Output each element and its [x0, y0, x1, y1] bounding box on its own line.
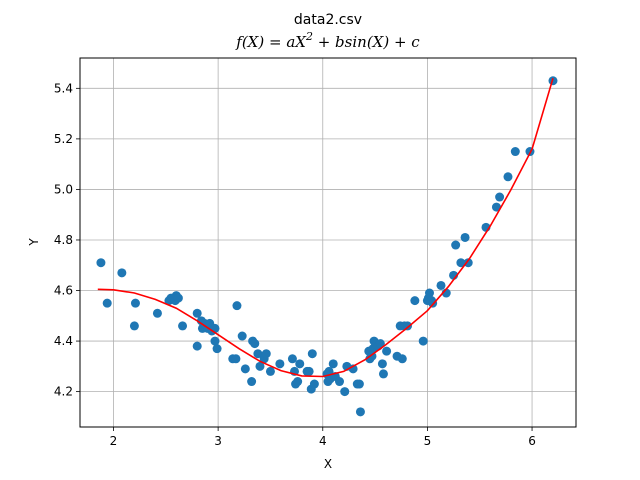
scatter-point — [335, 377, 345, 387]
chart-title: data2.csv — [294, 12, 362, 28]
scatter-point — [503, 172, 513, 182]
scatter-point — [418, 336, 428, 346]
scatter-point — [210, 323, 220, 333]
x-tick-label: 2 — [110, 434, 118, 448]
scatter-point — [354, 379, 364, 389]
x-tick-label: 3 — [214, 434, 222, 448]
x-tick-label: 5 — [424, 434, 432, 448]
scatter-point — [375, 339, 385, 349]
scatter-point — [255, 361, 265, 371]
x-tick-label: 4 — [319, 434, 327, 448]
scatter-point — [253, 349, 263, 359]
fit-curve-group — [97, 77, 554, 378]
scatter-point — [397, 354, 407, 364]
scatter-point — [232, 301, 242, 311]
x-axis-ticks: 2 3 4 5 6 — [110, 427, 536, 448]
scatter-points — [96, 76, 558, 417]
y-tick-label: 5.2 — [54, 132, 73, 146]
scatter-point — [403, 321, 413, 331]
scatter-point — [178, 321, 188, 331]
chart-equation: f(X) = aX2 + bsin(X) + c — [235, 30, 420, 51]
equation-part-2: + bsin(X) + c — [313, 33, 420, 51]
scatter-point — [240, 364, 250, 374]
scatter-point — [328, 359, 338, 369]
scatter-point — [456, 258, 466, 268]
equation-exponent: 2 — [305, 30, 313, 43]
scatter-point — [96, 258, 106, 268]
scatter-point — [491, 202, 501, 212]
plot-area-frame — [79, 57, 577, 428]
x-axis-label: X — [324, 457, 332, 471]
scatter-point — [231, 354, 241, 364]
scatter-point — [451, 240, 461, 250]
scatter-point — [309, 379, 319, 389]
y-tick-label: 5.4 — [54, 81, 73, 95]
scatter-point — [247, 377, 257, 387]
scatter-point — [340, 387, 350, 397]
y-tick-label: 4.4 — [54, 334, 73, 348]
scatter-point — [295, 359, 305, 369]
scatter-point — [173, 293, 183, 303]
scatter-point — [307, 349, 317, 359]
y-axis-label: Y — [27, 238, 41, 247]
scatter-point — [293, 377, 303, 387]
scatter-point — [410, 296, 420, 306]
scatter-point — [436, 280, 446, 290]
scatter-point — [378, 369, 388, 379]
y-tick-label: 4.2 — [54, 385, 73, 399]
scatter-point — [102, 298, 112, 308]
scatter-point — [382, 346, 392, 356]
scatter-point — [265, 366, 275, 376]
scatter-point — [129, 321, 139, 331]
y-axis-ticks: 4.2 4.4 4.6 4.8 5.0 5.2 5.4 — [54, 81, 80, 399]
scatter-point — [287, 354, 297, 364]
scatter-point — [192, 308, 202, 318]
scatter-point — [130, 298, 140, 308]
scatter-point — [495, 192, 505, 202]
scatter-point — [275, 359, 285, 369]
y-tick-label: 4.8 — [54, 233, 73, 247]
grid — [80, 58, 576, 427]
scatter-point — [250, 339, 260, 349]
scatter-point — [212, 344, 222, 354]
scatter-point — [210, 336, 220, 346]
x-tick-label: 6 — [528, 434, 536, 448]
scatter-point — [460, 232, 470, 242]
scatter-point — [152, 308, 162, 318]
scatter-point — [377, 359, 387, 369]
scatter-point — [237, 331, 247, 341]
y-tick-label: 4.6 — [54, 284, 73, 298]
equation-part-1: f(X) = aX — [235, 33, 307, 51]
y-tick-label: 5.0 — [54, 182, 73, 196]
scatter-point — [192, 341, 202, 351]
scatter-point — [304, 366, 314, 376]
scatter-point — [355, 407, 365, 417]
fit-curve — [97, 77, 554, 378]
scatter-point — [117, 268, 127, 278]
scatter-point — [261, 349, 271, 359]
scatter-point — [463, 258, 473, 268]
scatter-point — [425, 288, 435, 298]
scatter-point — [510, 147, 520, 157]
